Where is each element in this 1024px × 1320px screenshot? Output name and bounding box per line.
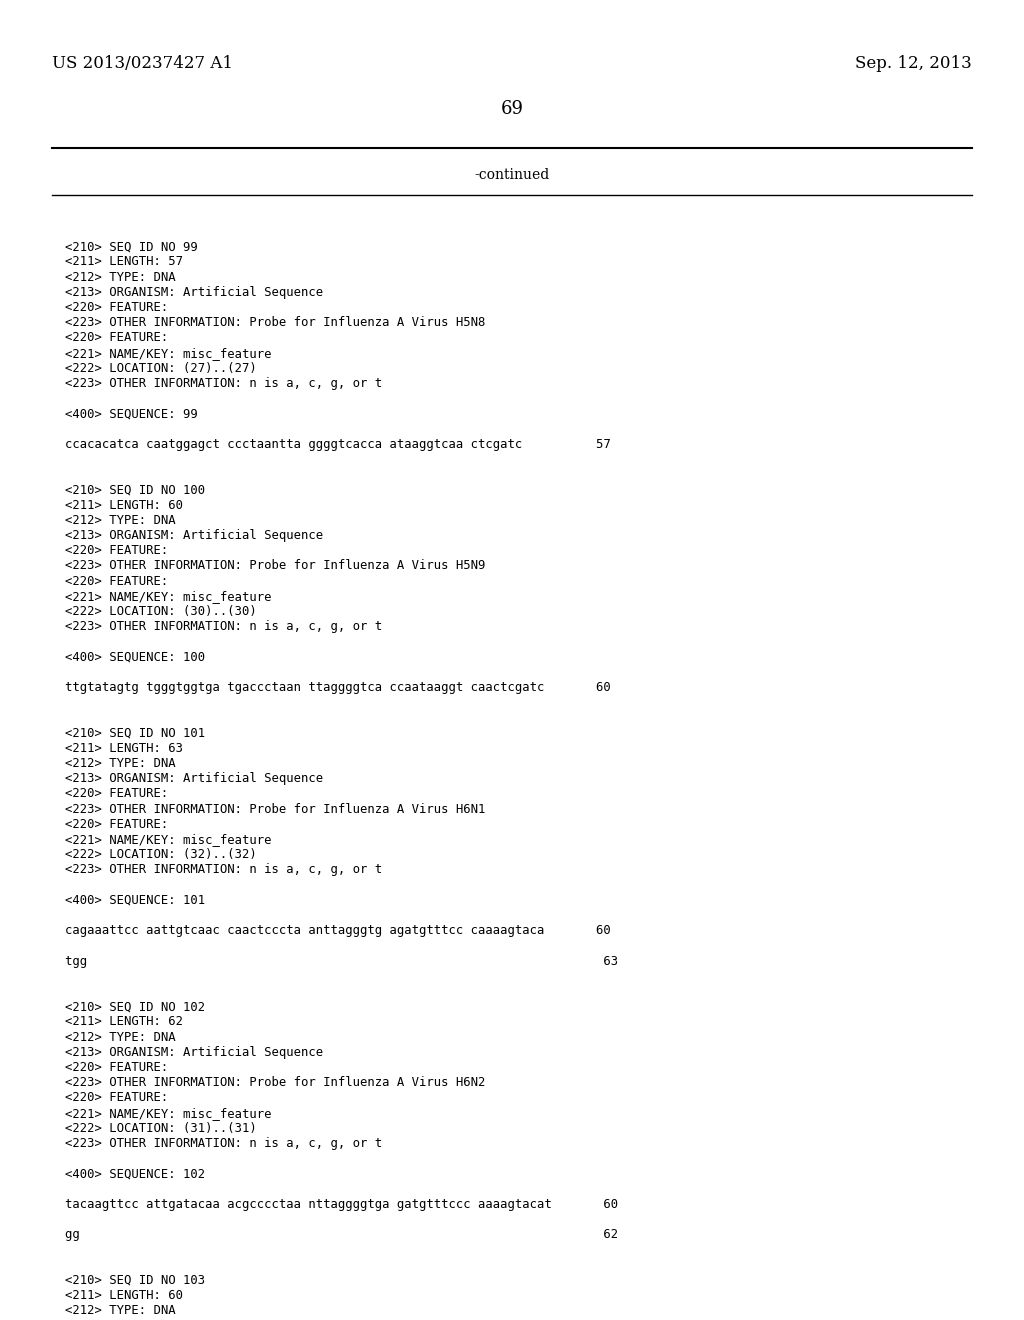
Text: <223> OTHER INFORMATION: Probe for Influenza A Virus H6N1: <223> OTHER INFORMATION: Probe for Influ… [65,803,485,816]
Text: <223> OTHER INFORMATION: n is a, c, g, or t: <223> OTHER INFORMATION: n is a, c, g, o… [65,863,382,876]
Text: <210> SEQ ID NO 101: <210> SEQ ID NO 101 [65,726,205,739]
Text: <211> LENGTH: 60: <211> LENGTH: 60 [65,499,183,512]
Text: <220> FEATURE:: <220> FEATURE: [65,301,168,314]
Text: <210> SEQ ID NO 100: <210> SEQ ID NO 100 [65,483,205,496]
Text: <221> NAME/KEY: misc_feature: <221> NAME/KEY: misc_feature [65,833,271,846]
Text: <223> OTHER INFORMATION: Probe for Influenza A Virus H5N8: <223> OTHER INFORMATION: Probe for Influ… [65,317,485,329]
Text: <220> FEATURE:: <220> FEATURE: [65,544,168,557]
Text: <211> LENGTH: 60: <211> LENGTH: 60 [65,1290,183,1302]
Text: -continued: -continued [474,168,550,182]
Text: <222> LOCATION: (32)..(32): <222> LOCATION: (32)..(32) [65,849,257,861]
Text: <220> FEATURE:: <220> FEATURE: [65,1092,168,1105]
Text: <223> OTHER INFORMATION: n is a, c, g, or t: <223> OTHER INFORMATION: n is a, c, g, o… [65,378,382,389]
Text: cagaaattcc aattgtcaac caactcccta anttagggtg agatgtttcc caaaagtaca       60: cagaaattcc aattgtcaac caactcccta anttagg… [65,924,610,937]
Text: <210> SEQ ID NO 103: <210> SEQ ID NO 103 [65,1274,205,1287]
Text: gg                                                                       62: gg 62 [65,1228,618,1241]
Text: <211> LENGTH: 57: <211> LENGTH: 57 [65,255,183,268]
Text: ttgtatagtg tgggtggtga tgaccctaan ttaggggtca ccaataaggt caactcgatc       60: ttgtatagtg tgggtggtga tgaccctaan ttagggg… [65,681,610,694]
Text: <212> TYPE: DNA: <212> TYPE: DNA [65,1031,176,1044]
Text: <213> ORGANISM: Artificial Sequence: <213> ORGANISM: Artificial Sequence [65,1045,324,1059]
Text: Sep. 12, 2013: Sep. 12, 2013 [855,55,972,73]
Text: <211> LENGTH: 62: <211> LENGTH: 62 [65,1015,183,1028]
Text: <222> LOCATION: (30)..(30): <222> LOCATION: (30)..(30) [65,605,257,618]
Text: <210> SEQ ID NO 102: <210> SEQ ID NO 102 [65,1001,205,1014]
Text: <221> NAME/KEY: misc_feature: <221> NAME/KEY: misc_feature [65,1106,271,1119]
Text: <220> FEATURE:: <220> FEATURE: [65,818,168,830]
Text: <210> SEQ ID NO 99: <210> SEQ ID NO 99 [65,240,198,253]
Text: <400> SEQUENCE: 100: <400> SEQUENCE: 100 [65,651,205,664]
Text: <221> NAME/KEY: misc_feature: <221> NAME/KEY: misc_feature [65,590,271,603]
Text: <213> ORGANISM: Artificial Sequence: <213> ORGANISM: Artificial Sequence [65,286,324,298]
Text: <211> LENGTH: 63: <211> LENGTH: 63 [65,742,183,755]
Text: tgg                                                                      63: tgg 63 [65,954,618,968]
Text: 69: 69 [501,100,523,117]
Text: <222> LOCATION: (27)..(27): <222> LOCATION: (27)..(27) [65,362,257,375]
Text: <400> SEQUENCE: 101: <400> SEQUENCE: 101 [65,894,205,907]
Text: <400> SEQUENCE: 102: <400> SEQUENCE: 102 [65,1167,205,1180]
Text: US 2013/0237427 A1: US 2013/0237427 A1 [52,55,233,73]
Text: <222> LOCATION: (31)..(31): <222> LOCATION: (31)..(31) [65,1122,257,1135]
Text: <223> OTHER INFORMATION: Probe for Influenza A Virus H6N2: <223> OTHER INFORMATION: Probe for Influ… [65,1076,485,1089]
Text: <213> ORGANISM: Artificial Sequence: <213> ORGANISM: Artificial Sequence [65,529,324,543]
Text: <223> OTHER INFORMATION: n is a, c, g, or t: <223> OTHER INFORMATION: n is a, c, g, o… [65,1137,382,1150]
Text: ccacacatca caatggagct ccctaantta ggggtcacca ataaggtcaa ctcgatc          57: ccacacatca caatggagct ccctaantta ggggtca… [65,438,610,451]
Text: tacaagttcc attgatacaa acgcccctaa nttaggggtga gatgtttccc aaaagtacat       60: tacaagttcc attgatacaa acgcccctaa nttaggg… [65,1197,618,1210]
Text: <212> TYPE: DNA: <212> TYPE: DNA [65,756,176,770]
Text: <213> ORGANISM: Artificial Sequence: <213> ORGANISM: Artificial Sequence [65,772,324,785]
Text: <220> FEATURE:: <220> FEATURE: [65,1061,168,1074]
Text: <220> FEATURE:: <220> FEATURE: [65,331,168,345]
Text: <220> FEATURE:: <220> FEATURE: [65,788,168,800]
Text: <212> TYPE: DNA: <212> TYPE: DNA [65,513,176,527]
Text: <212> TYPE: DNA: <212> TYPE: DNA [65,271,176,284]
Text: <221> NAME/KEY: misc_feature: <221> NAME/KEY: misc_feature [65,347,271,359]
Text: <400> SEQUENCE: 99: <400> SEQUENCE: 99 [65,408,198,420]
Text: <223> OTHER INFORMATION: n is a, c, g, or t: <223> OTHER INFORMATION: n is a, c, g, o… [65,620,382,634]
Text: <212> TYPE: DNA: <212> TYPE: DNA [65,1304,176,1317]
Text: <220> FEATURE:: <220> FEATURE: [65,574,168,587]
Text: <223> OTHER INFORMATION: Probe for Influenza A Virus H5N9: <223> OTHER INFORMATION: Probe for Influ… [65,560,485,573]
